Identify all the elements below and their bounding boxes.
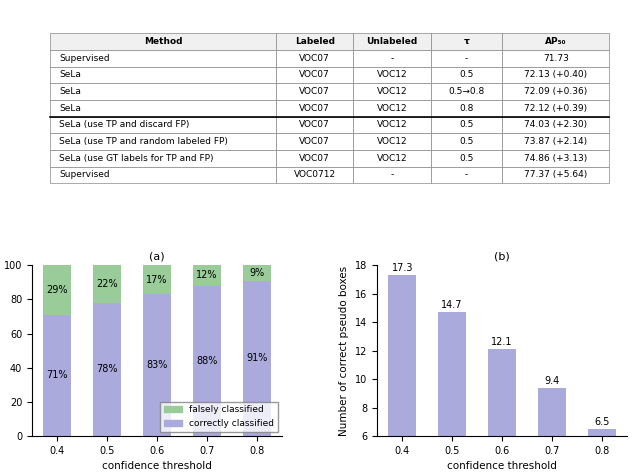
Text: 17%: 17% — [147, 274, 168, 285]
Y-axis label: Number of correct pseudo boxes: Number of correct pseudo boxes — [339, 265, 349, 436]
Bar — [93, 265, 121, 303]
Bar — [44, 265, 71, 315]
Title: (a): (a) — [149, 252, 165, 262]
Bar — [388, 275, 416, 474]
Text: 83%: 83% — [147, 360, 168, 370]
Text: 14.7: 14.7 — [442, 300, 463, 310]
Bar — [588, 429, 616, 474]
Text: 17.3: 17.3 — [392, 263, 413, 273]
Text: 12.1: 12.1 — [492, 337, 513, 347]
Bar — [243, 281, 271, 436]
Bar — [193, 286, 221, 436]
X-axis label: confidence threshold: confidence threshold — [447, 461, 557, 471]
Text: 9.4: 9.4 — [545, 375, 560, 385]
Bar — [538, 388, 566, 474]
Text: 29%: 29% — [46, 285, 68, 295]
Bar — [143, 265, 171, 294]
Bar — [193, 265, 221, 286]
Legend: falsely classified, correctly classified: falsely classified, correctly classified — [160, 402, 278, 431]
Bar — [44, 315, 71, 436]
Text: 71%: 71% — [46, 370, 68, 381]
Bar — [488, 349, 516, 474]
Bar — [93, 303, 121, 436]
Bar — [438, 312, 466, 474]
Bar — [143, 294, 171, 436]
Text: 78%: 78% — [97, 365, 118, 374]
Text: 91%: 91% — [246, 353, 268, 363]
Text: 12%: 12% — [196, 270, 218, 281]
Bar — [243, 265, 271, 281]
Text: 9%: 9% — [250, 268, 264, 278]
Title: (b): (b) — [494, 252, 510, 262]
Text: 22%: 22% — [96, 279, 118, 289]
X-axis label: confidence threshold: confidence threshold — [102, 461, 212, 471]
Text: 6.5: 6.5 — [595, 417, 610, 427]
Text: 88%: 88% — [196, 356, 218, 366]
